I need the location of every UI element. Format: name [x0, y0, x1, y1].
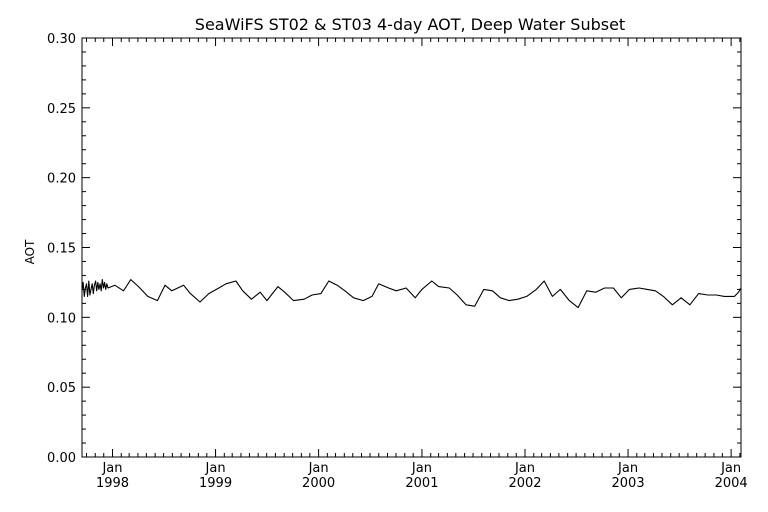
x-tick-month-label: Jan [617, 461, 638, 476]
y-tick-label: 0.05 [47, 381, 76, 396]
x-tick-year-label: 2002 [508, 476, 541, 491]
x-tick-year-label: 2004 [715, 476, 748, 491]
x-tick-year-label: 2003 [612, 476, 645, 491]
x-axis: Jan1998Jan1999Jan2000Jan2001Jan2002Jan20… [86, 38, 748, 491]
x-tick-month-label: Jan [205, 461, 226, 476]
x-tick-year-label: 2001 [405, 476, 438, 491]
series-layer [81, 279, 742, 309]
y-axis: 0.00 0.05 0.10 0.15 0.20 0.25 0.30 [47, 32, 741, 466]
x-tick-month-label: Jan [514, 461, 535, 476]
x-tick-year-label: 1999 [199, 476, 232, 491]
y-tick-label: 0.15 [47, 242, 76, 257]
y-tick-label: 0.10 [47, 311, 76, 326]
y-tick-label: 0.25 [47, 102, 76, 117]
x-tick-year-label: 1998 [96, 476, 129, 491]
series-line [81, 279, 742, 309]
x-tick-month-label: Jan [411, 461, 432, 476]
chart-title: SeaWiFS ST02 & ST03 4-day AOT, Deep Wate… [195, 15, 625, 34]
y-tick-label: 0.20 [47, 172, 76, 187]
x-tick-month-label: Jan [308, 461, 329, 476]
x-tick-year-label: 2000 [302, 476, 335, 491]
y-axis-label: AOT [23, 239, 37, 264]
y-tick-label: 0.00 [47, 451, 76, 466]
x-tick-month-label: Jan [101, 461, 122, 476]
y-tick-label: 0.30 [47, 32, 76, 47]
x-tick-month-label: Jan [720, 461, 741, 476]
